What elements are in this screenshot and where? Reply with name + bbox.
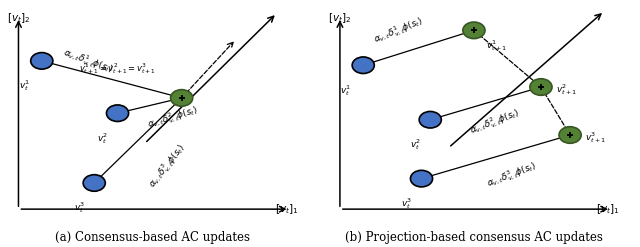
Text: $v_t^2$: $v_t^2$: [97, 131, 109, 145]
Circle shape: [419, 111, 442, 128]
Text: $v_t^1$: $v_t^1$: [19, 78, 30, 93]
Text: $v_t^3$: $v_t^3$: [401, 196, 413, 211]
Circle shape: [352, 57, 374, 74]
Text: $v_{t+1}^1 = v_{t+1}^2 = v_{t+1}^3$: $v_{t+1}^1 = v_{t+1}^2 = v_{t+1}^3$: [79, 61, 156, 76]
Text: $v_t^2$: $v_t^2$: [410, 137, 421, 152]
Circle shape: [106, 105, 129, 122]
Circle shape: [559, 127, 581, 143]
Text: $v_t^3$: $v_t^3$: [74, 200, 85, 215]
Text: $v_{t+1}^1$: $v_{t+1}^1$: [486, 38, 507, 53]
Text: $v_t^1$: $v_t^1$: [340, 83, 351, 98]
Text: $\alpha_{v,t}\delta_{v,t}^1\phi(s_t)$: $\alpha_{v,t}\delta_{v,t}^1\phi(s_t)$: [61, 45, 116, 77]
Text: $v_{t+1}^3$: $v_{t+1}^3$: [585, 130, 605, 145]
Text: $v_{t+1}^2$: $v_{t+1}^2$: [556, 82, 577, 97]
Text: (a) Consensus-based AC updates: (a) Consensus-based AC updates: [55, 231, 250, 244]
Circle shape: [170, 90, 193, 106]
Text: (b) Projection-based consensus AC updates: (b) Projection-based consensus AC update…: [345, 231, 603, 244]
Text: $\alpha_{v,t}\delta_{v,t}^3\phi(s_t)$: $\alpha_{v,t}\delta_{v,t}^3\phi(s_t)$: [145, 140, 189, 191]
Text: $\alpha_{v,t}\delta_{v,t}^1\phi(s_t)$: $\alpha_{v,t}\delta_{v,t}^1\phi(s_t)$: [371, 14, 425, 47]
Circle shape: [410, 170, 433, 187]
Text: $[v_t]_2$: $[v_t]_2$: [7, 11, 30, 24]
Text: $[v_t]_2$: $[v_t]_2$: [328, 11, 351, 24]
Text: $\alpha_{v,t}\delta_{v,t}^2\phi(s_t)$: $\alpha_{v,t}\delta_{v,t}^2\phi(s_t)$: [467, 106, 522, 138]
Circle shape: [83, 175, 106, 191]
Text: $\alpha_{v,t}\delta_{v,t}^2\phi(s_t)$: $\alpha_{v,t}\delta_{v,t}^2\phi(s_t)$: [146, 103, 200, 132]
Circle shape: [530, 79, 552, 95]
Text: $[v_t]_1$: $[v_t]_1$: [596, 202, 620, 216]
Text: $\alpha_{v,t}\delta_{v,t}^3\phi(s_t)$: $\alpha_{v,t}\delta_{v,t}^3\phi(s_t)$: [484, 158, 539, 190]
Circle shape: [31, 53, 53, 69]
Text: $[v_t]_1$: $[v_t]_1$: [275, 202, 298, 216]
Circle shape: [463, 22, 485, 39]
